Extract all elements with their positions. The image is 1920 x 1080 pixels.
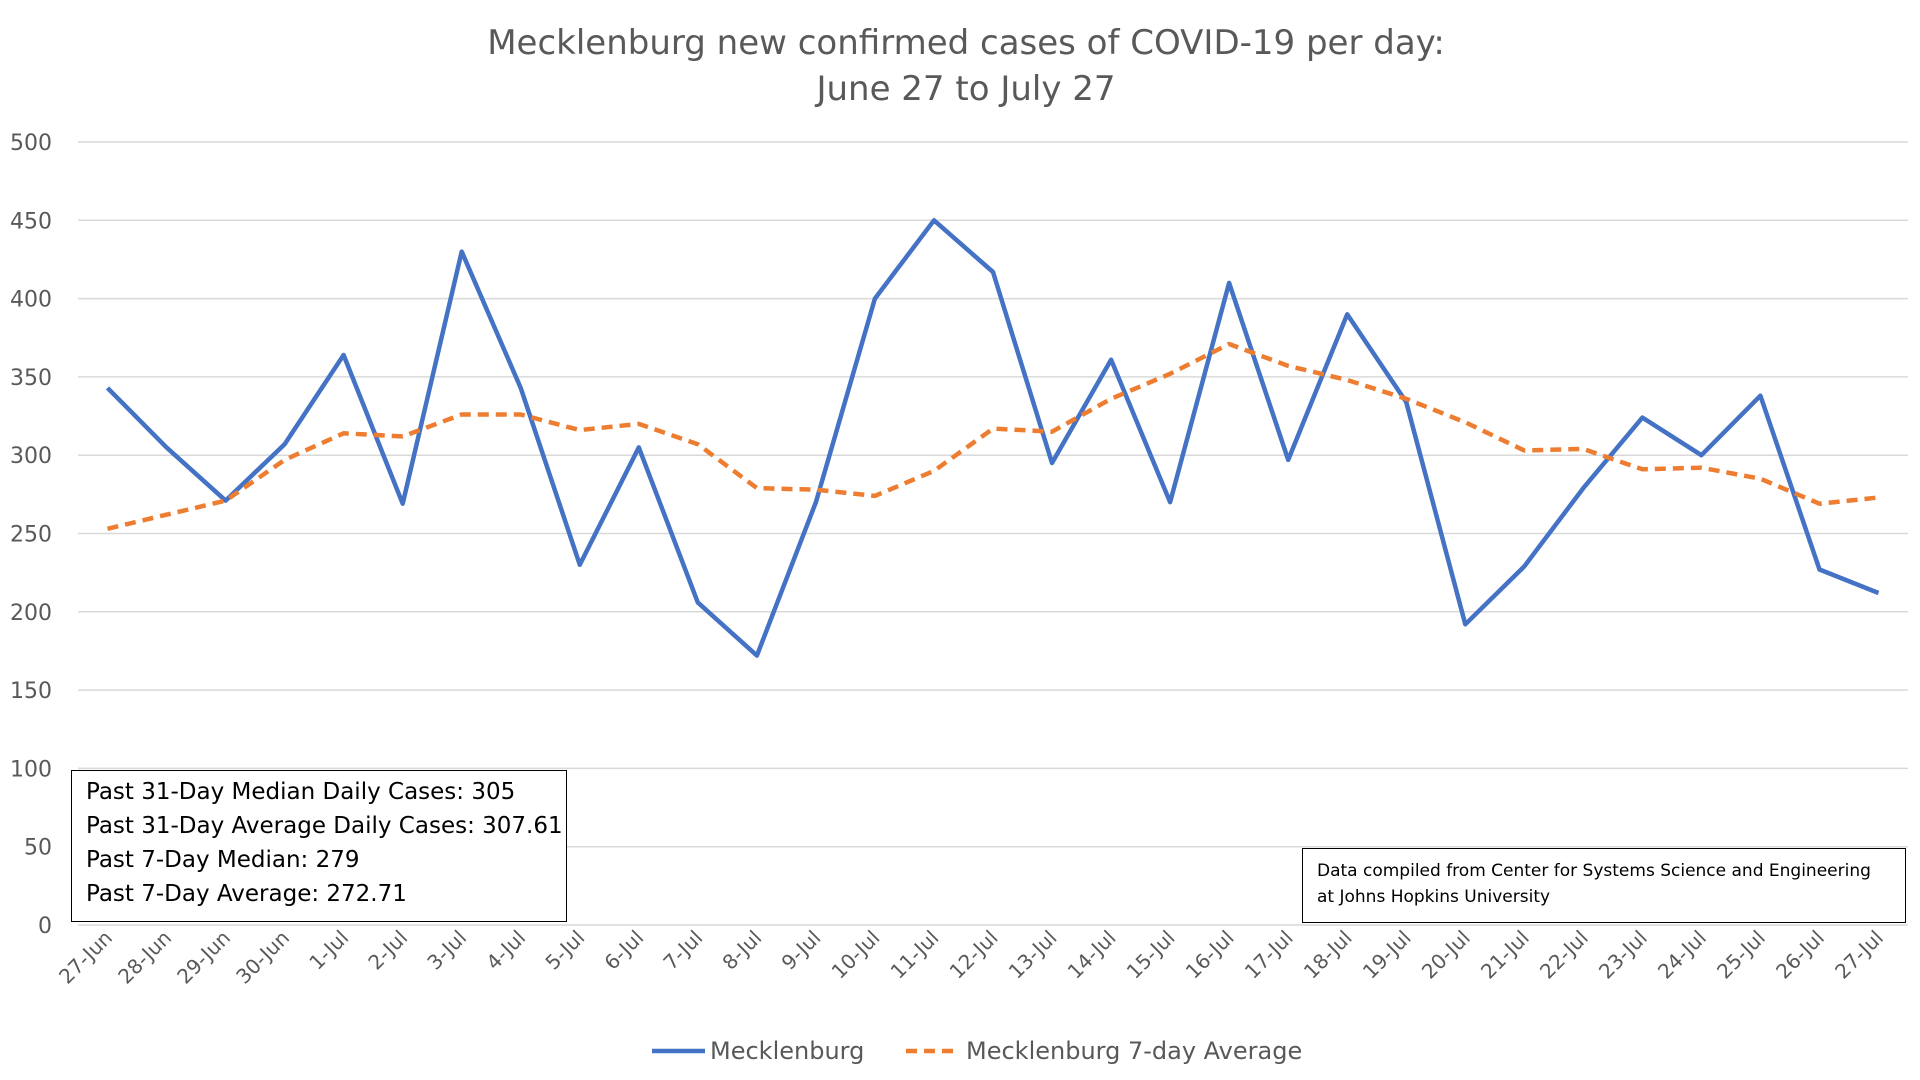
x-tick-label: 26-Jul — [1771, 926, 1829, 984]
x-tick-label: 13-Jul — [1004, 926, 1062, 984]
x-tick-label: 15-Jul — [1122, 926, 1180, 984]
x-tick-label: 20-Jul — [1417, 926, 1475, 984]
source-line-2: at Johns Hopkins University — [1317, 887, 1551, 907]
data-source-note: Data compiled from Center for Systems Sc… — [1302, 848, 1906, 923]
x-tick-label: 28-Jun — [113, 926, 176, 989]
legend: Mecklenburg Mecklenburg 7-day Average — [652, 1037, 1302, 1065]
x-tick-label: 9-Jul — [777, 926, 826, 975]
y-tick-label: 450 — [10, 209, 52, 234]
x-tick-label: 16-Jul — [1181, 926, 1239, 984]
x-tick-label: 14-Jul — [1063, 926, 1121, 984]
x-tick-label: 25-Jul — [1712, 926, 1770, 984]
stats-31-day-average: Past 31-Day Average Daily Cases: 307.61 — [86, 813, 563, 839]
y-tick-label: 500 — [10, 131, 52, 156]
x-tick-label: 6-Jul — [599, 926, 648, 975]
x-tick-label: 21-Jul — [1476, 926, 1534, 984]
y-tick-label: 0 — [38, 914, 52, 939]
x-tick-label: 7-Jul — [658, 926, 707, 975]
series-lines — [105, 218, 1880, 658]
x-tick-label: 2-Jul — [363, 926, 412, 975]
chart-title-line-2: June 27 to July 27 — [814, 69, 1115, 109]
legend-label-mecklenburg: Mecklenburg — [710, 1037, 864, 1065]
x-tick-label: 8-Jul — [717, 926, 766, 975]
legend-label-7-day-average: Mecklenburg 7-day Average — [966, 1037, 1302, 1065]
y-tick-label: 350 — [10, 366, 52, 391]
x-tick-label: 27-Jul — [1830, 926, 1888, 984]
chart-title-line-1: Mecklenburg new confirmed cases of COVID… — [487, 23, 1445, 63]
x-tick-label: 1-Jul — [304, 926, 353, 975]
stats-7-day-average: Past 7-Day Average: 272.71 — [86, 881, 407, 907]
x-tick-label: 12-Jul — [945, 926, 1003, 984]
x-tick-label: 17-Jul — [1240, 926, 1298, 984]
x-tick-label: 10-Jul — [827, 926, 885, 984]
x-tick-label: 27-Jun — [54, 926, 117, 989]
y-tick-label: 300 — [10, 444, 52, 469]
y-tick-label: 400 — [10, 288, 52, 313]
x-tick-label: 19-Jul — [1358, 926, 1416, 984]
x-tick-label: 5-Jul — [540, 926, 589, 975]
y-tick-label: 50 — [24, 836, 52, 861]
y-axis-ticks: 0 50 100 150 200 250 300 350 400 450 500 — [10, 131, 52, 939]
gridlines — [78, 141, 1908, 926]
x-tick-label: 29-Jun — [172, 926, 235, 989]
stats-summary-box: Past 31-Day Median Daily Cases: 305 Past… — [71, 770, 567, 922]
y-tick-label: 100 — [10, 757, 52, 782]
x-tick-label: 22-Jul — [1535, 926, 1593, 984]
x-tick-label: 23-Jul — [1594, 926, 1652, 984]
x-tick-label: 30-Jun — [231, 926, 294, 989]
y-tick-label: 150 — [10, 679, 52, 704]
x-tick-label: 4-Jul — [481, 926, 530, 975]
series-line-7-day-average — [106, 341, 1879, 531]
x-tick-label: 18-Jul — [1299, 926, 1357, 984]
y-tick-label: 200 — [10, 601, 52, 626]
source-line-1: Data compiled from Center for Systems Sc… — [1317, 861, 1871, 881]
x-tick-label: 24-Jul — [1653, 926, 1711, 984]
x-tick-label: 11-Jul — [886, 926, 944, 984]
stats-31-day-median: Past 31-Day Median Daily Cases: 305 — [86, 779, 516, 805]
x-tick-label: 3-Jul — [422, 926, 471, 975]
y-tick-label: 250 — [10, 523, 52, 548]
stats-7-day-median: Past 7-Day Median: 279 — [86, 847, 360, 873]
series-line-mecklenburg — [105, 218, 1880, 658]
